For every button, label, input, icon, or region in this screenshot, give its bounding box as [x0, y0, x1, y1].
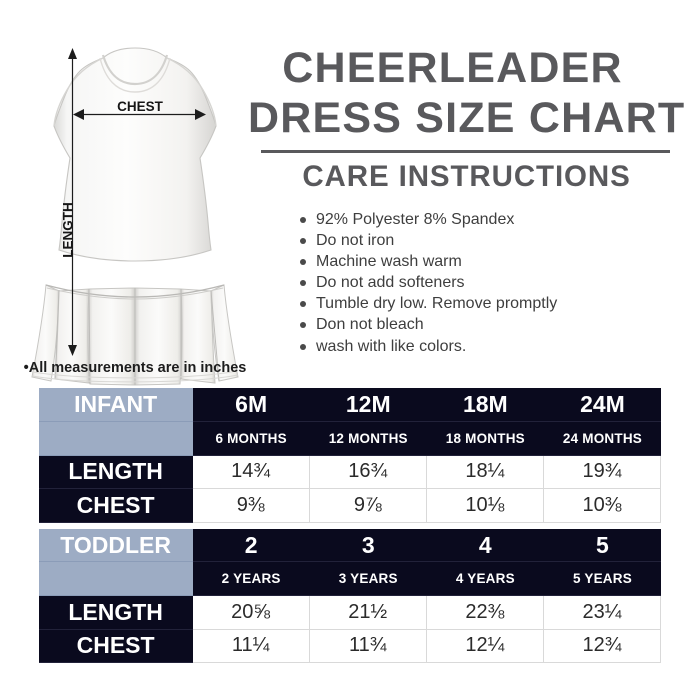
svg-text:LENGTH: LENGTH	[61, 202, 76, 258]
svg-text:CHEST: CHEST	[117, 99, 164, 114]
